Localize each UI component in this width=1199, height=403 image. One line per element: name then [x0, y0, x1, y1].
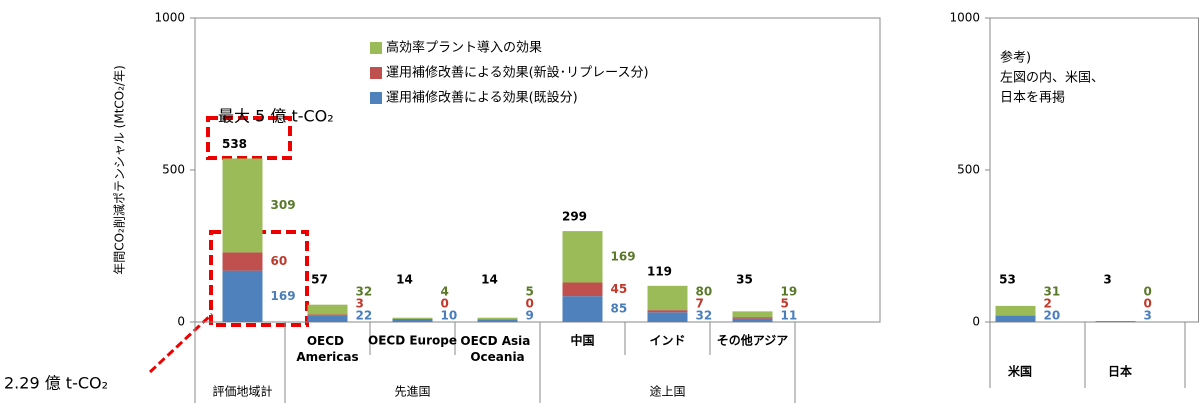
note: 左図の内、米国、: [1000, 70, 1104, 86]
x-tick-label: 中国: [570, 333, 594, 348]
legend-label: 高効率プラント導入の効果: [386, 40, 542, 56]
y-tick-label: 0: [972, 315, 980, 329]
x-tick-label: その他アジア: [717, 333, 789, 348]
x-tick-label: OECD Europe: [368, 334, 457, 348]
value-label: 3: [1144, 309, 1152, 323]
value-label: 7: [696, 297, 704, 311]
value-label: 32: [356, 285, 373, 299]
group-label: 先進国: [394, 385, 430, 399]
bar-segment: [995, 315, 1036, 322]
note: 参考): [1000, 50, 1031, 66]
bar-segment: [732, 318, 773, 322]
x-tick-label: OECD Asia Oceania: [460, 334, 534, 364]
total-label: 14: [481, 273, 498, 287]
bar-segment: [995, 315, 1036, 316]
bar-segment: [995, 305, 1036, 316]
annotation: 最大 5 億 t-CO₂: [218, 107, 334, 126]
total-label: 35: [736, 273, 753, 287]
y-tick-label: 0: [177, 315, 185, 329]
value-label: 169: [611, 249, 636, 263]
legend-label: 運用補修改善による効果(既設分): [386, 90, 578, 106]
group-label: 途上国: [649, 384, 685, 399]
value-label: 5: [526, 285, 534, 299]
value-label: 0: [441, 297, 449, 311]
bar-segment: [647, 310, 688, 313]
value-label: 0: [1144, 297, 1152, 311]
value-label: 80: [696, 285, 713, 299]
bar-segment: [477, 319, 518, 322]
value-label: 31: [1044, 285, 1061, 299]
y-tick-label: 1000: [154, 11, 185, 25]
legend-swatch: [370, 92, 382, 104]
value-label: 4: [441, 285, 449, 299]
value-label: 10: [441, 309, 458, 323]
total-label: 53: [999, 273, 1016, 287]
value-label: 22: [356, 309, 373, 323]
total-label: 299: [562, 210, 587, 224]
total-label: 3: [1103, 273, 1111, 287]
bar-segment: [1095, 321, 1136, 322]
total-label: 57: [311, 273, 328, 287]
value-label: 85: [611, 302, 628, 316]
value-label: 9: [526, 309, 534, 323]
total-label: 538: [222, 137, 247, 151]
value-label: 60: [271, 254, 288, 268]
y-tick-label: 500: [162, 163, 185, 177]
value-label: 45: [611, 282, 628, 296]
bar-segment: [392, 318, 433, 322]
legend-swatch: [370, 67, 382, 79]
bar-segment: [732, 317, 773, 319]
total-label: 119: [647, 264, 672, 278]
bar-segment: [307, 314, 348, 316]
y-tick-label: 1000: [949, 11, 980, 25]
value-label: 0: [1144, 285, 1152, 299]
bar-segment: [562, 296, 603, 322]
value-label: 169: [271, 289, 296, 303]
bar-segment: [392, 317, 433, 319]
x-tick-label: インド: [649, 334, 685, 348]
legend-swatch: [370, 42, 382, 54]
value-label: 5: [781, 297, 789, 311]
value-label: 32: [696, 309, 713, 323]
bar-segment: [222, 270, 263, 322]
note: 日本を再掲: [1000, 90, 1065, 106]
value-label: 19: [781, 285, 798, 299]
bar-segment: [222, 158, 263, 253]
annotation: 2.29 億 t-CO₂: [4, 374, 108, 393]
value-label: 20: [1044, 309, 1061, 323]
total-label: 14: [396, 273, 413, 287]
x-tick-label: OECD Americas: [296, 334, 358, 364]
value-label: 3: [356, 297, 364, 311]
bar-segment: [562, 282, 603, 297]
callout-line: [148, 312, 214, 374]
value-label: 2: [1044, 297, 1052, 311]
value-label: 11: [781, 309, 798, 323]
bar-segment: [562, 231, 603, 283]
value-label: 309: [271, 198, 296, 212]
bar-segment: [307, 304, 348, 315]
x-tick-label: 米国: [1008, 364, 1032, 379]
y-axis-label: 年間CO₂削減ポテンシャル (MtCO₂/年): [112, 65, 127, 275]
plot-frame: [194, 17, 881, 323]
bar-segment: [222, 252, 263, 271]
x-tick-label: 評価地域計: [212, 384, 272, 399]
bar-segment: [732, 311, 773, 318]
y-tick-label: 500: [957, 163, 980, 177]
bar-segment: [307, 315, 348, 322]
x-tick-label: 日本: [1108, 364, 1132, 379]
legend-label: 運用補修改善による効果(新設･リプレース分): [386, 65, 649, 81]
value-label: 0: [526, 297, 534, 311]
bar-segment: [477, 317, 518, 320]
bar-segment: [647, 312, 688, 322]
bar-segment: [647, 285, 688, 311]
